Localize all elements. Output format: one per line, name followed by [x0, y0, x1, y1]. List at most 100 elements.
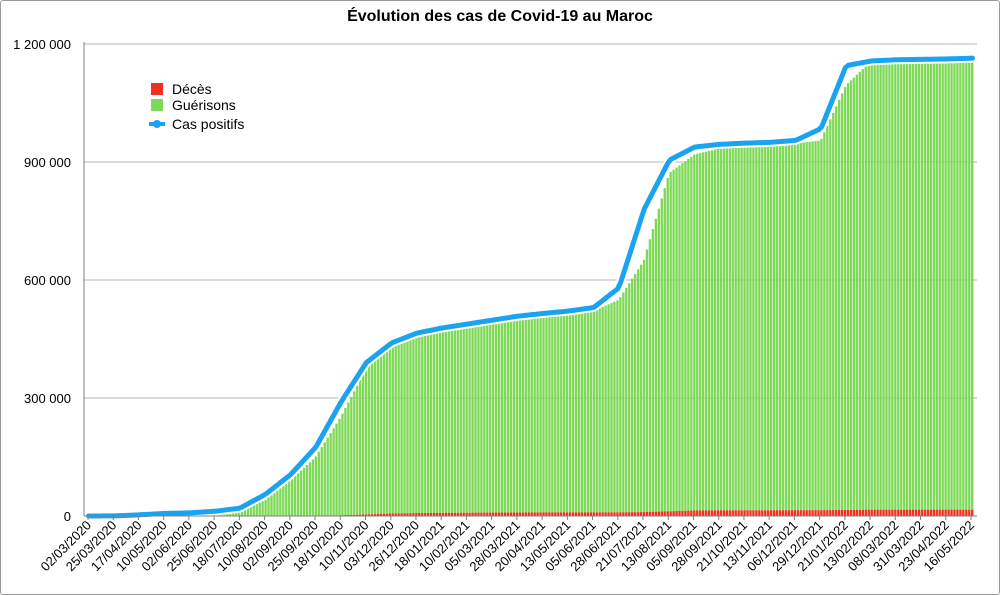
bar-guerisons	[589, 311, 592, 513]
bar-deces	[796, 510, 799, 516]
bar-deces	[755, 510, 758, 516]
bar-guerisons	[897, 59, 900, 510]
bar-guerisons	[441, 329, 445, 513]
bar-deces	[864, 509, 867, 516]
y-tick-label: 1 200 000	[13, 37, 71, 52]
bar-guerisons	[663, 188, 666, 512]
bar-guerisons	[772, 144, 776, 511]
bar-guerisons	[409, 338, 412, 514]
bar-deces	[503, 512, 507, 516]
bar-guerisons	[935, 59, 938, 510]
bar-guerisons	[737, 146, 740, 511]
legend-swatch-deces	[151, 83, 163, 95]
bar-guerisons	[492, 321, 495, 513]
bar-guerisons	[500, 320, 504, 513]
bar-guerisons	[616, 300, 619, 513]
bar-guerisons	[471, 325, 474, 513]
bar-guerisons	[672, 169, 675, 512]
bar-deces	[356, 514, 359, 516]
bar-guerisons	[509, 318, 513, 513]
bar-deces	[450, 512, 454, 516]
bar-deces	[548, 512, 551, 516]
bar-deces	[906, 509, 909, 516]
bar-guerisons	[403, 339, 406, 514]
bar-deces	[808, 510, 811, 516]
bar-deces	[542, 512, 545, 516]
bar-deces	[716, 510, 720, 516]
bar-guerisons	[696, 153, 699, 511]
bar-deces	[373, 514, 377, 516]
bar-guerisons	[764, 145, 767, 511]
bar-guerisons	[920, 59, 924, 510]
bar-deces	[965, 509, 968, 516]
bar-guerisons	[882, 60, 885, 510]
bar-guerisons	[580, 312, 584, 513]
bar-guerisons	[693, 154, 696, 511]
bar-guerisons	[911, 59, 915, 510]
bar-deces	[506, 512, 510, 516]
bar-guerisons	[740, 146, 743, 511]
bar-deces	[359, 514, 362, 516]
bar-guerisons	[427, 333, 430, 513]
bar-deces	[598, 512, 601, 516]
bar-deces	[441, 512, 445, 516]
bar-guerisons	[234, 510, 238, 516]
bar-guerisons	[628, 283, 631, 513]
bar-guerisons	[533, 316, 536, 513]
bar-deces	[775, 510, 779, 516]
bar-guerisons	[858, 71, 862, 510]
bar-guerisons	[947, 58, 950, 510]
bar-guerisons	[678, 165, 681, 511]
bar-deces	[707, 510, 711, 516]
bar-guerisons	[282, 485, 285, 516]
legend: Décès Guérisons Cas positifs	[149, 81, 244, 132]
bar-guerisons	[548, 315, 551, 513]
bar-deces	[465, 512, 468, 516]
bar-deces	[873, 509, 876, 516]
legend-label-deces: Décès	[172, 81, 212, 97]
bar-guerisons	[323, 442, 326, 516]
bar-guerisons	[394, 342, 397, 514]
bar-deces	[781, 510, 785, 516]
bar-deces	[477, 512, 480, 516]
bar-guerisons	[622, 292, 625, 513]
bar-guerisons	[811, 141, 814, 511]
series-line-cas-positifs	[85, 55, 976, 519]
bar-deces	[459, 512, 462, 516]
legend-label-guerisons: Guérisons	[172, 97, 236, 113]
bar-deces	[353, 514, 356, 516]
bar-guerisons	[675, 167, 678, 512]
bar-guerisons	[285, 483, 288, 516]
bar-guerisons	[565, 313, 569, 513]
bar-guerisons	[320, 447, 323, 516]
bar-deces	[894, 509, 897, 516]
bar-guerisons	[962, 58, 965, 510]
legend-marker-cas-positifs	[153, 120, 161, 128]
bar-deces	[725, 510, 728, 516]
bar-deces	[787, 510, 791, 516]
bar-deces	[713, 510, 717, 516]
bar-deces	[852, 509, 856, 516]
bar-guerisons	[231, 511, 235, 516]
bar-guerisons	[648, 239, 652, 512]
bar-deces	[923, 509, 927, 516]
bar-guerisons	[261, 501, 264, 516]
bar-deces	[557, 512, 560, 516]
bar-guerisons	[557, 314, 560, 513]
bar-guerisons	[669, 171, 672, 512]
bar-guerisons	[829, 119, 832, 511]
bar-guerisons	[246, 507, 250, 516]
bar-deces	[619, 512, 622, 516]
bar-deces	[639, 512, 643, 516]
bar-guerisons	[752, 146, 755, 511]
bar-guerisons	[518, 317, 522, 513]
bar-deces	[379, 513, 383, 516]
bar-deces	[843, 509, 847, 516]
bar-guerisons	[607, 304, 610, 513]
bar-deces	[589, 512, 592, 516]
bar-guerisons	[775, 144, 779, 511]
bar-deces	[932, 509, 935, 516]
bar-deces	[897, 509, 900, 516]
bar-deces	[675, 511, 678, 516]
bar-deces	[592, 512, 595, 516]
